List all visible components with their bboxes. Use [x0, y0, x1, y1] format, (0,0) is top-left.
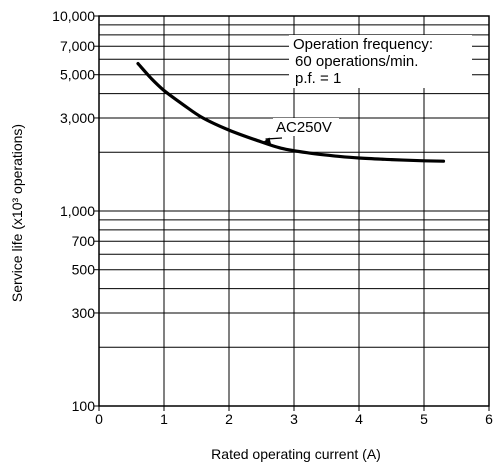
x-tick-label: 0	[95, 411, 103, 427]
y-axis-title: Service life (x10³ operations)	[9, 124, 25, 302]
y-tick-label: 5,000	[60, 67, 95, 83]
annotation-background	[289, 35, 472, 88]
y-tick-label: 500	[72, 262, 96, 278]
series-label-background	[273, 118, 339, 136]
x-tick-label: 1	[160, 411, 168, 427]
series-label: AC250V	[276, 119, 332, 136]
y-tick-label: 700	[72, 233, 96, 249]
series-group	[136, 62, 446, 163]
series-label-arrowhead	[261, 137, 272, 145]
x-axis-ticks: 0 1 2 3 4 5 6	[95, 406, 493, 427]
y-tick-label: 7,000	[60, 38, 95, 54]
x-axis-title: Rated operating current (A)	[211, 446, 381, 462]
annotation-line-2: 60 operations/min.	[295, 53, 418, 70]
y-tick-label: 300	[72, 305, 96, 321]
annotation-line-1: Operation frequency:	[293, 36, 433, 53]
y-tick-label: 100	[72, 398, 96, 414]
y-tick-label: 10,000	[52, 8, 95, 24]
y-tick-label: 3,000	[60, 110, 95, 126]
x-tick-label: 3	[290, 411, 298, 427]
y-axis-ticks: 100 300 500 700 1,000 3,000 5,000 7,000 10,000	[52, 8, 99, 414]
x-tick-label: 2	[225, 411, 233, 427]
series-line-ac250v	[136, 62, 446, 163]
x-tick-label: 4	[355, 411, 363, 427]
x-tick-label: 5	[420, 411, 428, 427]
x-tick-label: 6	[485, 411, 493, 427]
annotation-line-3: p.f. = 1	[295, 70, 341, 87]
y-tick-label: 1,000	[60, 203, 95, 219]
